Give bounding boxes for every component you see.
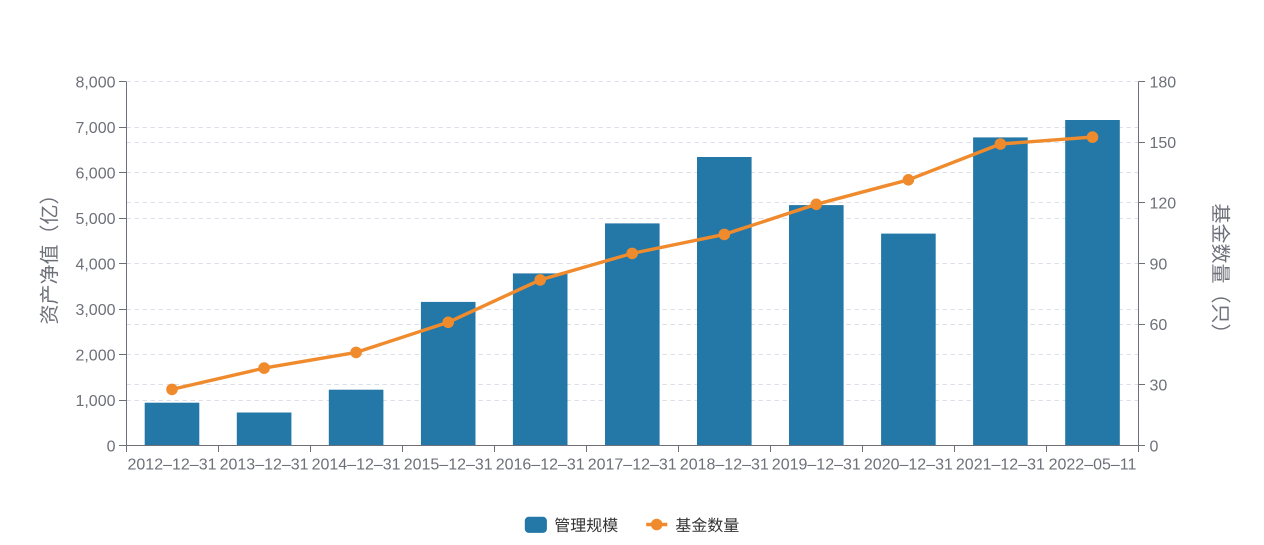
svg-text:2013–12–31: 2013–12–31 [220, 457, 309, 474]
svg-text:2020–12–31: 2020–12–31 [864, 457, 953, 474]
svg-text:2014–12–31: 2014–12–31 [312, 457, 401, 474]
svg-text:2021–12–31: 2021–12–31 [956, 457, 1045, 474]
svg-text:2016–12–31: 2016–12–31 [496, 457, 585, 474]
svg-text:90: 90 [1150, 256, 1168, 273]
svg-text:0: 0 [107, 438, 116, 455]
svg-text:3,000: 3,000 [75, 302, 115, 319]
svg-text:2,000: 2,000 [75, 347, 115, 364]
svg-text:4,000: 4,000 [75, 256, 115, 273]
svg-text:2022–05–11: 2022–05–11 [1049, 457, 1137, 474]
svg-text:5,000: 5,000 [75, 211, 115, 228]
svg-text:60: 60 [1150, 317, 1168, 334]
svg-text:2018–12–31: 2018–12–31 [680, 457, 769, 474]
svg-text:1,000: 1,000 [75, 393, 115, 410]
svg-text:2012–12–31: 2012–12–31 [128, 457, 217, 474]
svg-text:2019–12–31: 2019–12–31 [772, 457, 861, 474]
svg-text:30: 30 [1150, 378, 1168, 395]
svg-text:2015–12–31: 2015–12–31 [404, 457, 493, 474]
svg-text:6,000: 6,000 [75, 165, 115, 182]
svg-text:2017–12–31: 2017–12–31 [588, 457, 677, 474]
svg-text:150: 150 [1150, 135, 1177, 152]
svg-text:0: 0 [1150, 438, 1159, 455]
svg-text:180: 180 [1150, 74, 1177, 91]
svg-text:120: 120 [1150, 196, 1177, 213]
svg-text:7,000: 7,000 [75, 120, 115, 137]
svg-text:8,000: 8,000 [75, 74, 115, 91]
